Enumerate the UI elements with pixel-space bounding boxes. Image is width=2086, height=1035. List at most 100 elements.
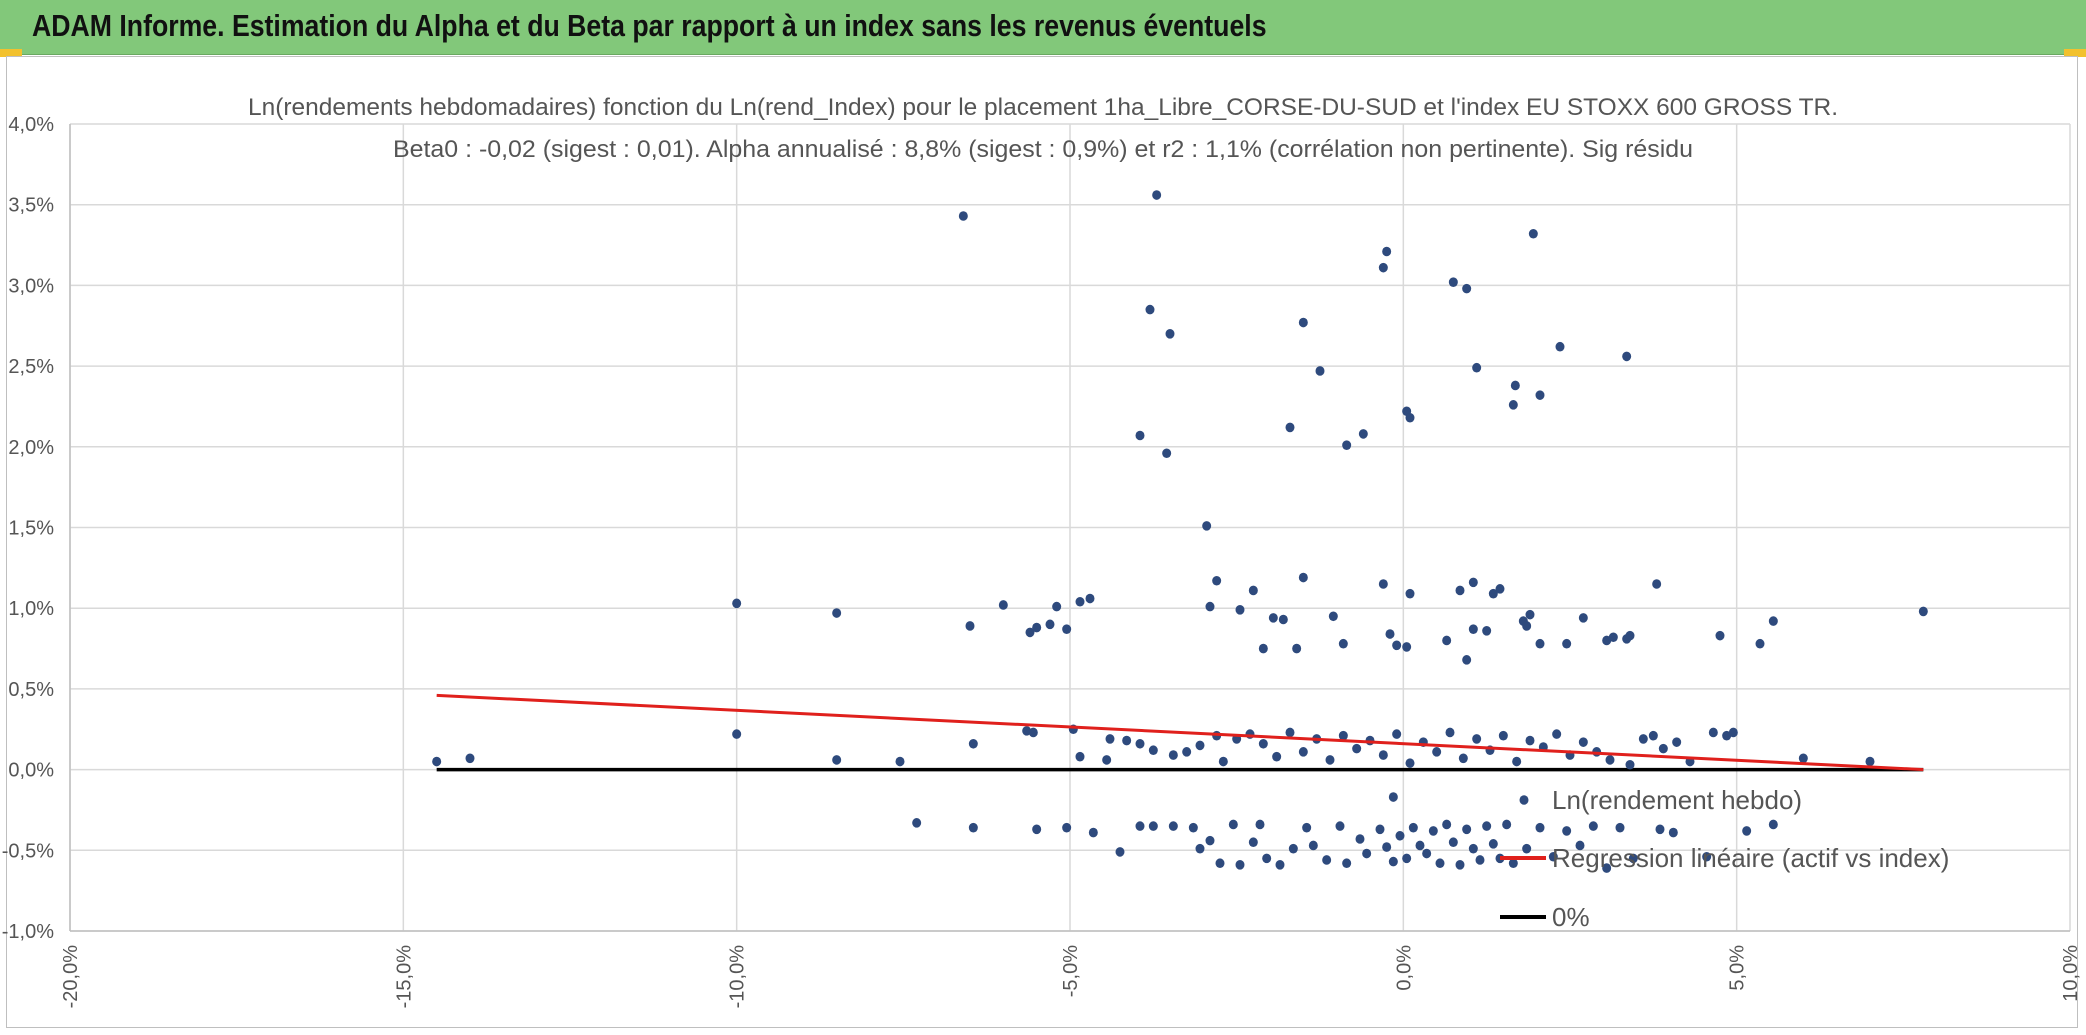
data-point xyxy=(1462,655,1472,665)
data-point xyxy=(1432,747,1442,757)
data-point xyxy=(1462,283,1472,294)
data-point xyxy=(1628,853,1638,864)
data-point xyxy=(1622,351,1632,362)
data-point xyxy=(1448,837,1458,848)
data-point xyxy=(1182,747,1192,757)
data-point xyxy=(1255,819,1265,830)
data-point xyxy=(432,756,442,767)
data-point xyxy=(1488,588,1498,599)
data-point xyxy=(1162,448,1172,459)
data-point xyxy=(1378,750,1388,760)
data-point xyxy=(1205,601,1215,612)
y-tick-label: 3,0% xyxy=(8,275,54,297)
data-point xyxy=(1195,843,1205,854)
data-point xyxy=(1148,821,1158,831)
data-point xyxy=(1248,837,1258,848)
data-point xyxy=(1535,822,1545,833)
data-point xyxy=(1032,824,1042,835)
data-point xyxy=(1285,727,1295,738)
data-point xyxy=(1028,727,1038,738)
chart-title-line1: Ln(rendements hebdomadaires) fonction du… xyxy=(248,94,1838,121)
data-point xyxy=(1105,734,1115,744)
data-point xyxy=(1392,640,1402,651)
data-point xyxy=(1455,585,1465,596)
data-point xyxy=(465,753,475,764)
data-point xyxy=(1658,743,1668,754)
data-point xyxy=(1165,329,1175,339)
data-point xyxy=(1508,858,1518,869)
data-point xyxy=(1482,821,1492,831)
data-point xyxy=(1355,834,1365,844)
data-point xyxy=(1338,638,1348,649)
y-tick-label: 0,0% xyxy=(8,760,54,782)
data-point xyxy=(1235,860,1245,870)
corner-accent-left xyxy=(0,49,22,57)
data-point xyxy=(965,621,975,631)
data-point xyxy=(1562,638,1572,649)
data-point xyxy=(1288,843,1298,854)
data-point xyxy=(1338,730,1348,741)
y-tick-label: 4,0% xyxy=(8,114,54,136)
data-point xyxy=(1578,737,1588,747)
y-tick-label: -1,0% xyxy=(2,921,54,943)
tick-labels: -1,0% -0,5% 0,0% 0,5% 1,0% 1,5% 2,0% 2,5% 3,0% 3,… xyxy=(2,114,2082,1008)
data-point xyxy=(1525,609,1535,620)
data-point xyxy=(1502,819,1512,830)
data-point xyxy=(832,755,842,765)
data-point xyxy=(1218,756,1228,767)
data-point xyxy=(1508,400,1518,410)
data-point xyxy=(1195,740,1205,751)
data-point xyxy=(1768,616,1778,626)
data-point xyxy=(1052,601,1062,612)
data-point xyxy=(1562,826,1572,836)
y-tick-label: 0,5% xyxy=(8,679,54,701)
data-point xyxy=(1088,827,1098,838)
data-point xyxy=(1215,858,1225,869)
x-tick-label: 5,0% xyxy=(1727,945,1749,991)
data-point xyxy=(1075,751,1085,762)
data-point xyxy=(1122,735,1132,746)
legend-point-marker xyxy=(1519,795,1529,805)
data-point xyxy=(1405,588,1415,599)
data-point xyxy=(1062,822,1072,833)
data-point xyxy=(1148,745,1158,756)
data-point xyxy=(1275,860,1285,870)
data-point xyxy=(1555,341,1565,352)
data-point xyxy=(1528,228,1538,239)
y-tick-label: 3,5% xyxy=(8,195,54,217)
data-point xyxy=(1152,190,1162,200)
data-point xyxy=(1605,755,1615,765)
data-point xyxy=(1188,822,1198,833)
points-layer xyxy=(432,190,1928,873)
data-point xyxy=(1525,735,1535,746)
data-point xyxy=(1865,756,1875,767)
data-point xyxy=(1625,630,1635,641)
data-point xyxy=(1405,412,1415,423)
data-point xyxy=(1402,853,1412,864)
data-point xyxy=(1388,856,1398,867)
data-point xyxy=(1102,755,1112,765)
data-point xyxy=(1445,727,1455,738)
data-point xyxy=(1268,613,1278,623)
legend-label: Regression linéaire (actif vs index) xyxy=(1552,843,1949,873)
data-point xyxy=(1755,638,1765,649)
data-point xyxy=(968,738,978,749)
data-point xyxy=(1458,753,1468,764)
data-point xyxy=(1262,853,1272,864)
data-point xyxy=(1325,755,1335,765)
data-point xyxy=(1392,729,1402,739)
data-point xyxy=(1302,822,1312,833)
data-point xyxy=(1342,858,1352,869)
regression-line xyxy=(436,693,1924,772)
data-point xyxy=(1468,843,1478,854)
data-point xyxy=(1602,863,1612,873)
data-point xyxy=(1235,605,1245,615)
data-point xyxy=(1655,824,1665,835)
data-point xyxy=(1075,596,1085,607)
data-point xyxy=(1702,851,1712,862)
data-point xyxy=(1468,577,1478,588)
data-point xyxy=(1292,643,1302,654)
data-point xyxy=(1228,819,1238,830)
title-banner: ADAM Informe. Estimation du Alpha et du … xyxy=(0,0,2086,55)
